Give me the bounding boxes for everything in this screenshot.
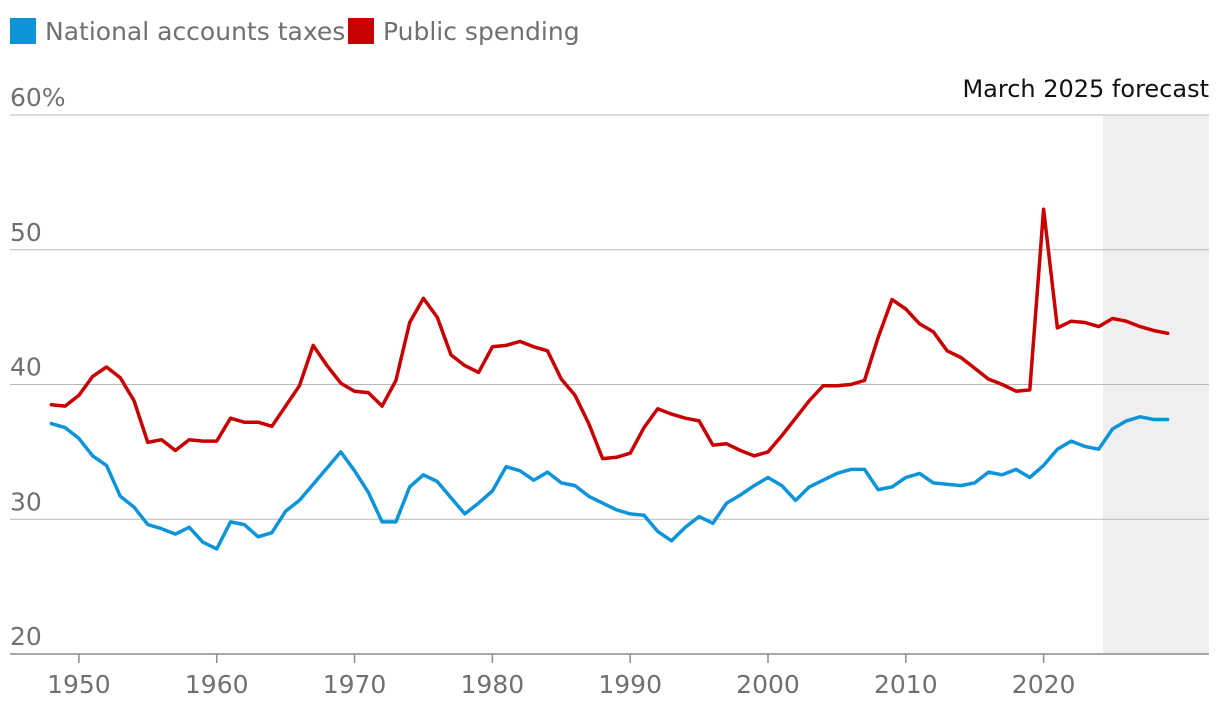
series-line-national-accounts-taxes (49, 415, 1170, 551)
forecast-label: March 2025 forecast (962, 75, 1209, 103)
legend-label-public-spending: Public spending (383, 17, 580, 46)
x-tick-label-1980: 1980 (461, 670, 525, 699)
x-tick-label-1990: 1990 (598, 670, 662, 699)
legend-swatch-public-spending (348, 18, 374, 44)
y-tick-label-50: 50 (10, 218, 42, 247)
y-tick-label-30: 30 (10, 487, 42, 516)
legend-item-public-spending: Public spending (348, 17, 580, 46)
x-tick-label-1950: 1950 (47, 670, 111, 699)
x-tick-label-1960: 1960 (185, 670, 249, 699)
y-tick-label-40: 40 (10, 353, 42, 382)
legend-label-national-accounts-taxes: National accounts taxes (45, 17, 345, 46)
x-tick-label-1970: 1970 (323, 670, 387, 699)
x-axis: 1950 1960 1970 1980 1990 2000 2010 2020 (47, 654, 1075, 699)
x-tick-label-2020: 2020 (1012, 670, 1076, 699)
legend-item-national-accounts-taxes: National accounts taxes (10, 17, 345, 46)
legend-swatch-national-accounts-taxes (10, 18, 36, 44)
x-tick-label-2010: 2010 (874, 670, 938, 699)
y-tick-label-60: 60% (10, 83, 66, 112)
y-axis-labels: 60% 50 40 30 20 (10, 83, 66, 651)
series-lines (49, 207, 1170, 551)
y-tick-label-20: 20 (10, 622, 42, 651)
series-line-public-spending (49, 207, 1170, 461)
x-tick-label-2000: 2000 (736, 670, 800, 699)
y-gridlines (10, 114, 1209, 655)
legend: National accounts taxes Public spending (10, 17, 580, 46)
